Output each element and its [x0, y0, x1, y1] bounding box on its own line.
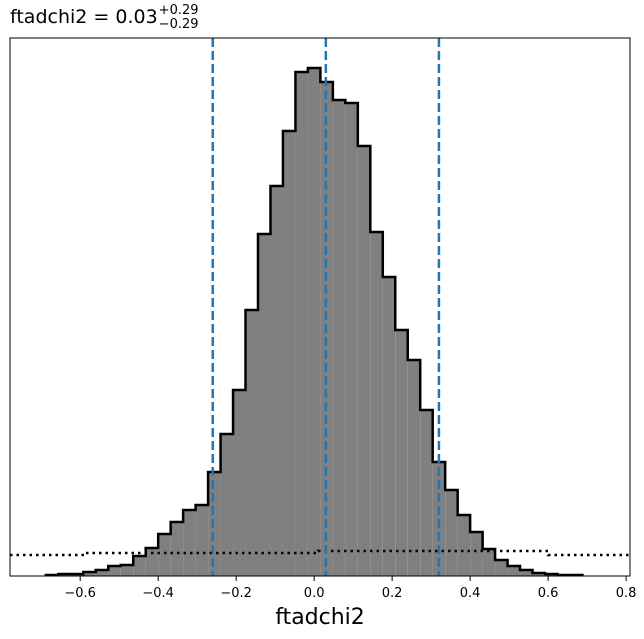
x-tick-label: 0.8	[616, 586, 637, 601]
bar	[457, 515, 471, 576]
bar	[407, 360, 421, 576]
x-tick-label: −0.2	[220, 586, 252, 601]
bar	[258, 234, 271, 576]
bar	[170, 522, 184, 576]
bar	[108, 566, 121, 576]
bar	[370, 232, 383, 576]
bar	[158, 534, 171, 576]
bar	[332, 100, 346, 576]
bar	[445, 490, 458, 576]
bar	[270, 186, 283, 576]
bar	[120, 565, 134, 576]
bar	[520, 570, 533, 576]
title-upper: +0.29	[159, 3, 199, 18]
plot-frame	[9, 37, 631, 577]
x-tick-label: 0.0	[304, 586, 325, 601]
bar	[133, 556, 146, 576]
bar	[282, 131, 296, 576]
bar	[470, 532, 483, 576]
bar	[345, 103, 358, 576]
bar	[83, 572, 96, 576]
bar	[307, 68, 321, 576]
bar	[245, 310, 258, 576]
bar	[95, 570, 109, 576]
bar	[382, 277, 396, 576]
x-tick-label: 0.4	[460, 586, 481, 601]
bar	[145, 548, 159, 576]
bar	[295, 72, 308, 576]
bar	[495, 560, 508, 576]
bar	[233, 390, 246, 576]
x-tick-label: 0.6	[538, 586, 559, 601]
bar	[208, 472, 221, 576]
bar	[420, 410, 433, 576]
bar-outline	[44, 66, 584, 577]
chart-title: ftadchi2 = 0.03	[10, 6, 158, 28]
x-tick-label: 0.2	[382, 586, 403, 601]
bar	[532, 573, 545, 576]
x-axis-label: ftadchi2	[275, 605, 365, 630]
bar	[395, 330, 408, 576]
bar	[507, 566, 521, 576]
x-tick-label: −0.4	[142, 586, 174, 601]
title-lower: −0.29	[159, 17, 199, 32]
bar	[482, 549, 496, 576]
bar	[357, 146, 371, 576]
bar	[183, 510, 196, 576]
bar	[195, 505, 209, 576]
x-tick-label: −0.6	[64, 586, 96, 601]
bar	[220, 434, 234, 576]
